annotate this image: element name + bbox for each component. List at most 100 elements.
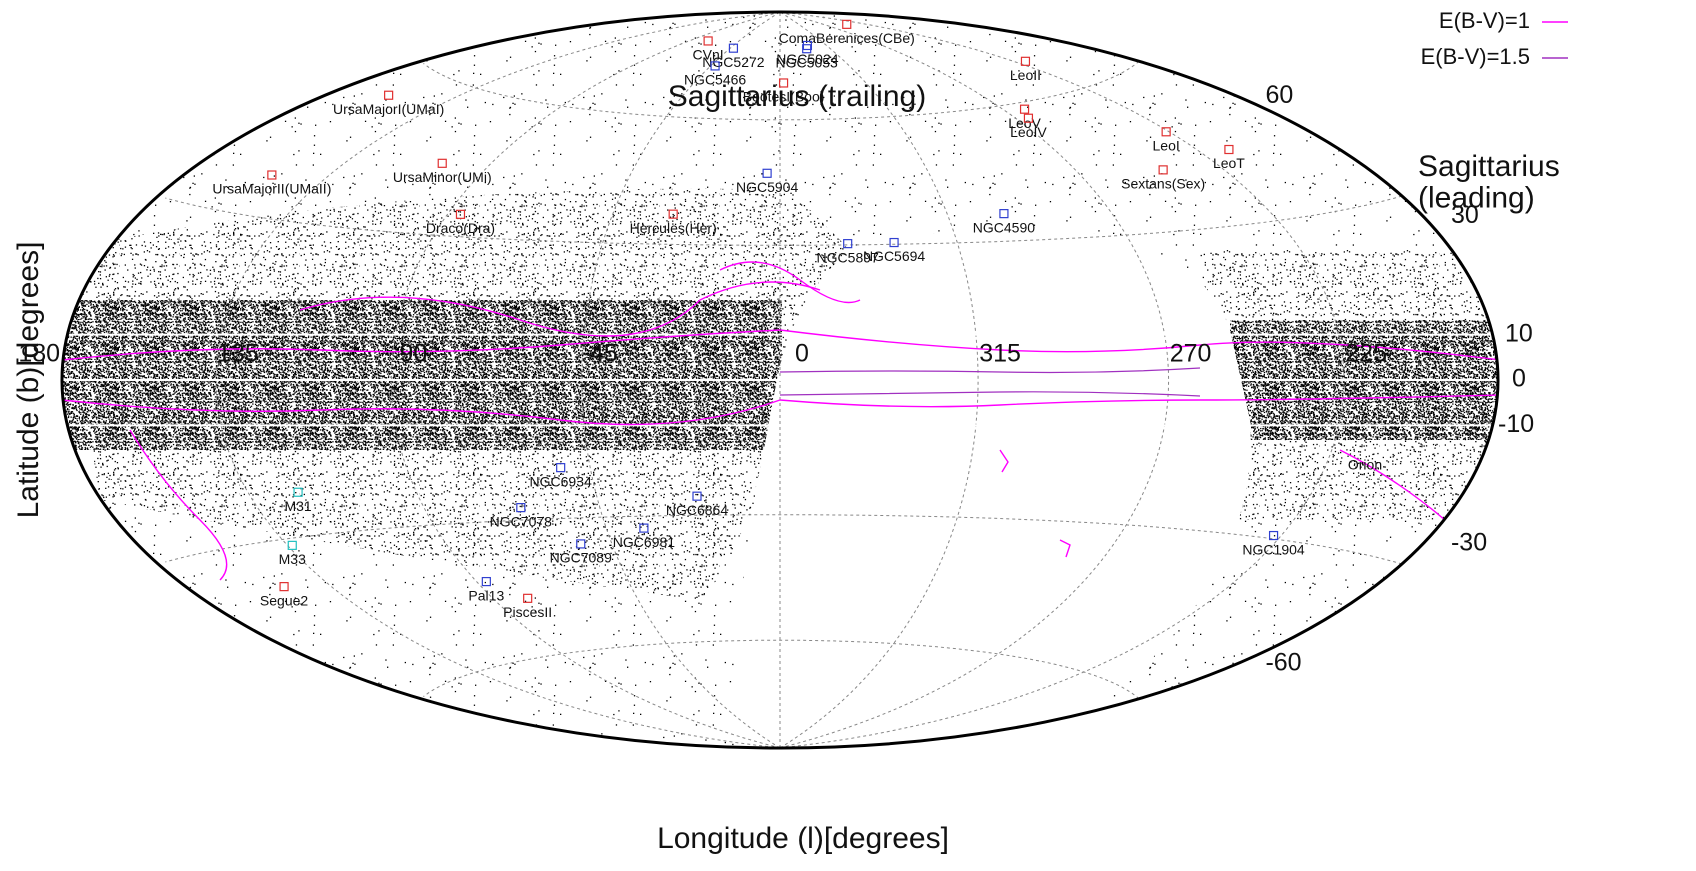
object-label: UrsaMajorII(UMaII) <box>212 181 331 197</box>
x-tick-label: 225 <box>1345 340 1387 368</box>
y-tick-label: 60 <box>1265 81 1293 109</box>
object-marker <box>710 61 720 71</box>
object-marker <box>843 239 853 249</box>
object-marker <box>267 170 277 180</box>
y-tick-label: -60 <box>1265 648 1301 676</box>
object-label: NGC7089 <box>550 550 612 566</box>
x-tick-label: 90 <box>400 340 428 368</box>
x-tick-label: 45 <box>590 340 618 368</box>
object-marker <box>728 43 739 53</box>
x-tick-label: 0 <box>795 340 809 368</box>
object-label: M31 <box>284 498 311 514</box>
object-label: NGC6934 <box>530 473 592 489</box>
star-density-high <box>62 300 782 450</box>
object-label: UrsaMajorI(UMaI) <box>333 101 444 117</box>
object-label: M33 <box>279 551 306 567</box>
contour <box>719 261 1071 558</box>
object-label: ComaBerenices(CBe) <box>779 30 915 46</box>
y-tick-label: -30 <box>1451 528 1487 556</box>
contour <box>779 391 1201 397</box>
object-marker <box>279 582 289 592</box>
x-tick-label: 315 <box>979 340 1021 368</box>
object-label: NGC5272 <box>702 54 764 70</box>
object-marker <box>1019 104 1030 114</box>
grid-line <box>423 60 1140 121</box>
contour <box>62 394 1498 426</box>
object-marker <box>437 158 447 168</box>
grid-line <box>165 514 1402 565</box>
x-tick-label: 270 <box>1170 340 1212 368</box>
object-label: UrsaMinor(UMi) <box>393 169 492 185</box>
object-marker <box>703 36 713 46</box>
object-label: NGC6864 <box>666 502 728 518</box>
contour <box>779 367 1201 374</box>
object-marker <box>523 593 533 603</box>
object-marker <box>1023 113 1034 123</box>
object-label: NGC5024 <box>776 51 838 67</box>
object-marker <box>1224 144 1234 155</box>
tick-labels: 135 90 45 0 315 270 225 180 60 30 10 0 -10 -30 -60 <box>18 81 1534 676</box>
object-marker <box>639 523 649 533</box>
annotation: Sagittarius (leading) <box>1418 150 1560 215</box>
object-marker <box>762 168 772 178</box>
graticule <box>62 12 1498 748</box>
objects: CVnI ComaBerenices(CBe) BootesI(Boo) LeoII L… <box>212 19 1305 620</box>
annotation: Orion <box>1348 457 1382 473</box>
object-marker <box>384 90 394 100</box>
object-marker <box>889 237 899 248</box>
object-label: NGC6981 <box>613 534 675 550</box>
object-marker <box>455 209 466 219</box>
object-marker <box>668 209 678 219</box>
object-marker <box>802 40 813 51</box>
object-marker <box>293 487 303 497</box>
legend-label: E(B-V)=1 <box>1439 8 1530 33</box>
sky-boundary <box>60 10 1500 750</box>
object-marker <box>481 576 491 587</box>
object-label: CVnI <box>693 47 724 63</box>
contour <box>299 281 821 337</box>
object-label: BootesI(Boo) <box>743 89 825 105</box>
object-marker <box>1158 165 1168 175</box>
object-marker <box>1020 56 1031 66</box>
x-axis-title: Longitude (l)[degrees] <box>657 822 949 855</box>
object-label: NGC1904 <box>1242 541 1304 557</box>
object-label: LeoV <box>1008 115 1041 131</box>
object-label: NGC5694 <box>863 248 925 264</box>
y-tick-label: 0 <box>1512 365 1526 393</box>
x-tick-label: 135 <box>217 340 259 368</box>
object-label: NGC7078 <box>490 513 552 529</box>
object-label: LeoI <box>1153 137 1180 153</box>
object-label: LeoII <box>1010 67 1041 83</box>
object-marker <box>287 540 297 550</box>
annotation: Sagittarius (trailing) <box>668 80 926 113</box>
object-marker <box>556 463 566 473</box>
y-tick-label: 30 <box>1451 201 1479 229</box>
x-tick-label: 180 <box>18 340 60 368</box>
object-label: LeoIV <box>1010 124 1047 140</box>
object-marker <box>1268 530 1279 541</box>
object-label: NGC4590 <box>973 219 1035 235</box>
object-label: LeoT <box>1213 155 1245 171</box>
object-marker <box>778 78 789 88</box>
object-marker <box>802 44 812 54</box>
object-marker <box>576 539 586 549</box>
object-marker <box>516 503 526 513</box>
y-axis-title: Latitude (b)[degrees] <box>12 242 45 519</box>
object-label: NGC5466 <box>684 72 746 88</box>
extinction-contours-15 <box>779 367 1201 397</box>
object-label: Sextans(Sex) <box>1121 176 1205 192</box>
grid-line <box>423 639 1140 700</box>
legend: E(B-V)=1 E(B-V)=1.5 <box>1421 8 1568 69</box>
y-tick-label: -10 <box>1498 410 1534 438</box>
object-marker <box>999 209 1009 219</box>
survey-void <box>737 228 1251 748</box>
object-marker <box>842 19 852 29</box>
object-marker <box>1161 127 1171 137</box>
object-label: NGC5897 <box>817 249 879 265</box>
contour <box>62 329 1498 361</box>
legend-label: E(B-V)=1.5 <box>1421 44 1530 69</box>
object-label: Draco(Dra) <box>426 220 495 236</box>
object-label: Pal13 <box>468 587 504 603</box>
object-label: PiscesII <box>503 604 552 620</box>
